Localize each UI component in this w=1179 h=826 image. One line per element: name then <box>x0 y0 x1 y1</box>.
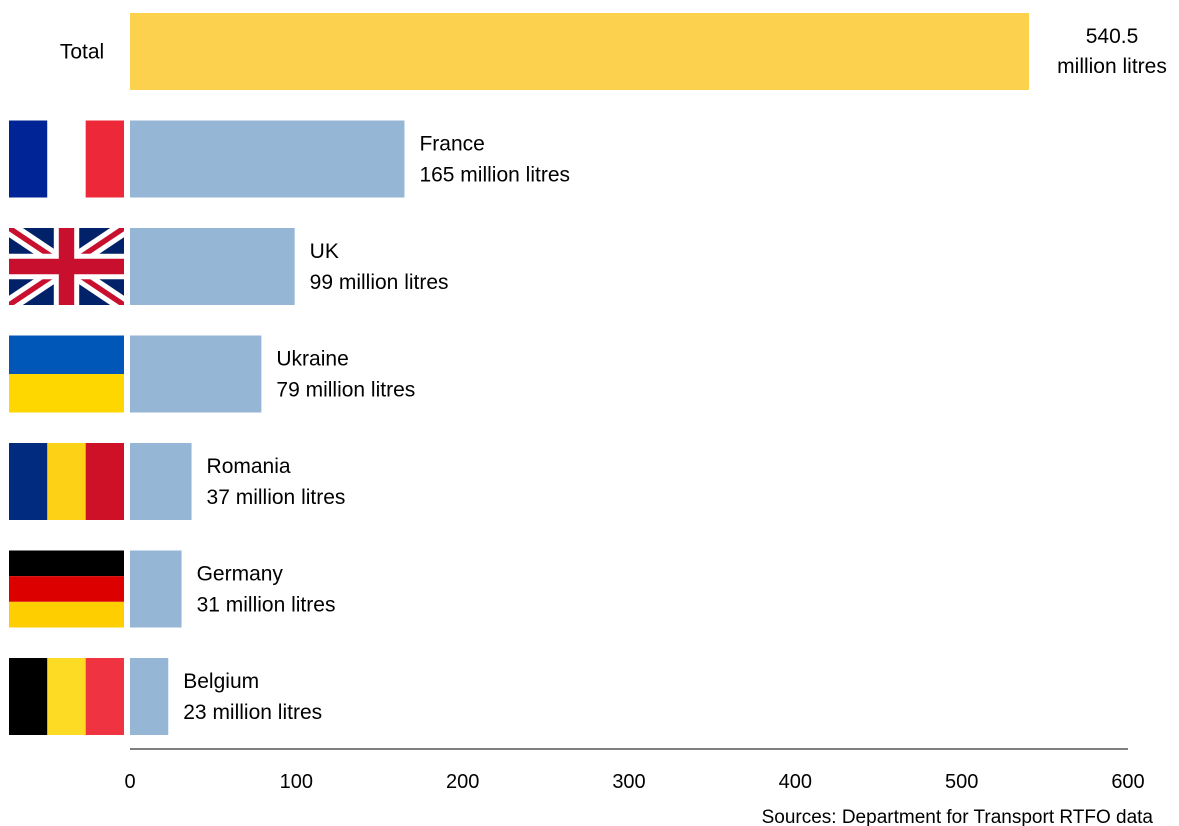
value-label-romania-line-2: 37 million litres <box>207 486 346 509</box>
uk-flag-icon <box>9 228 124 305</box>
bars-layer <box>130 13 1030 735</box>
source-note: Sources: Department for Transport RTFO d… <box>762 807 1154 826</box>
bar-romania <box>130 443 192 520</box>
x-tick-label-400: 400 <box>779 771 812 793</box>
belgium-flag-icon <box>9 658 124 735</box>
x-tick-labels: 0 100 200 300 400 500 600 <box>124 771 1144 793</box>
value-label-france-line-1: France <box>419 133 484 156</box>
romania-flag-icon <box>9 443 124 520</box>
bar-ukraine <box>130 335 262 413</box>
category-label-total: Total <box>60 41 104 64</box>
value-label-germany-line-2: 31 million litres <box>197 594 336 617</box>
x-tick-label-200: 200 <box>446 771 479 793</box>
value-label-uk-line-2: 99 million litres <box>310 271 449 294</box>
value-label-ukraine-line-1: Ukraine <box>276 348 348 371</box>
x-tick-label-300: 300 <box>612 771 645 793</box>
x-tick-label-500: 500 <box>945 771 978 793</box>
value-label-france-line-2: 165 million litres <box>419 164 570 187</box>
labels-layer: Total 540.5 million litres France 165 millio… <box>60 25 1167 724</box>
bar-total <box>130 13 1030 90</box>
france-flag-icon <box>9 120 124 198</box>
value-label-belgium-line-1: Belgium <box>183 670 259 693</box>
bar-france <box>130 120 405 198</box>
value-label-belgium-line-2: 23 million litres <box>183 701 322 724</box>
x-tick-label-100: 100 <box>280 771 313 793</box>
value-label-total-line-1: 540.5 <box>1086 25 1139 48</box>
x-tick-label-0: 0 <box>124 771 135 793</box>
bar-uk <box>130 228 295 305</box>
bar-belgium <box>130 658 169 735</box>
flags-layer <box>9 120 124 735</box>
x-tick-label-600: 600 <box>1111 771 1144 793</box>
value-label-total-line-2: million litres <box>1057 55 1167 78</box>
germany-flag-icon <box>9 550 124 628</box>
value-label-romania-line-1: Romania <box>207 455 291 478</box>
ukraine-flag-icon <box>9 335 124 413</box>
bar-germany <box>130 550 182 628</box>
value-label-ukraine-line-2: 79 million litres <box>276 379 415 402</box>
value-label-germany-line-1: Germany <box>197 563 284 586</box>
value-label-uk-line-1: UK <box>310 240 339 263</box>
